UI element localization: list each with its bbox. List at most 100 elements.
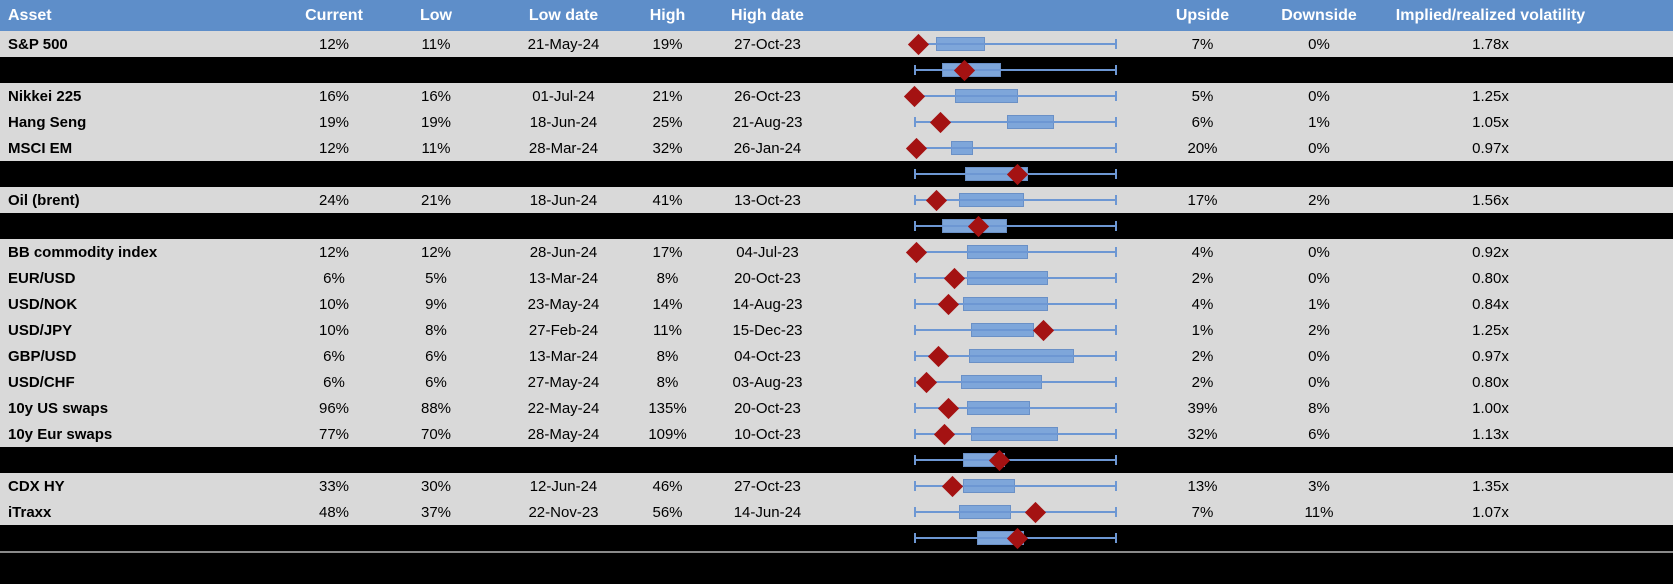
whisker-cap-right — [1115, 507, 1117, 517]
cell-low-date: 28-Jun-24 — [529, 243, 598, 261]
range-boxplot — [914, 369, 1117, 395]
whisker-cap-left — [914, 507, 916, 517]
cell-downside: 3% — [1308, 477, 1330, 495]
range-boxplot — [914, 317, 1117, 343]
cell-current: 77% — [318, 425, 350, 443]
whisker-cap-left — [914, 195, 916, 205]
cell-high: 56% — [652, 503, 683, 521]
cell-low-date: 18-Jun-24 — [529, 113, 598, 131]
table-row: Hang Seng 19% 19% 18-Jun-24 25% 21-Aug-23 6% 1%… — [0, 109, 1673, 135]
asset-name: Nikkei 225 — [8, 87, 82, 105]
current-marker-diamond — [927, 345, 949, 367]
cell-upside: 2% — [1191, 269, 1214, 287]
separator-row — [0, 525, 1673, 551]
whisker-cap-right — [1115, 221, 1117, 231]
col-header-current: Current — [305, 6, 363, 24]
col-header-low-date: Low date — [528, 6, 599, 24]
table-row: Oil (brent) 24% 21% 18-Jun-24 41% 13-Oct-23 17… — [0, 187, 1673, 213]
whisker-cap-right — [1115, 299, 1117, 309]
cell-upside: 2% — [1191, 347, 1214, 365]
current-marker-diamond — [905, 241, 927, 263]
col-header-high-date: High date — [731, 6, 804, 24]
cell-low-date: 01-Jul-24 — [532, 87, 595, 105]
boxplot-cell — [840, 395, 1135, 421]
current-marker-diamond — [1033, 319, 1055, 341]
current-marker-diamond — [929, 111, 951, 133]
cell-implied-realized: 1.07x — [1472, 503, 1509, 521]
asset-name: GBP/USD — [8, 347, 77, 365]
whisker-cap-right — [1115, 273, 1117, 283]
cell-current: 10% — [318, 295, 350, 313]
cell-low: 70% — [420, 425, 452, 443]
cell-downside: 11% — [1304, 503, 1334, 521]
asset-name: EUR/USD — [8, 269, 76, 287]
cell-current: 24% — [318, 191, 350, 209]
range-boxplot — [914, 291, 1117, 317]
whisker-line — [914, 95, 1117, 97]
range-boxplot — [914, 265, 1117, 291]
cell-high-date: 13-Oct-23 — [734, 191, 801, 209]
current-marker-diamond — [1025, 501, 1047, 523]
cell-high-date: 14-Jun-24 — [733, 503, 802, 521]
range-boxplot — [905, 135, 1117, 161]
cell-downside: 8% — [1308, 399, 1330, 417]
cell-low: 21% — [420, 191, 452, 209]
whisker-line — [914, 329, 1117, 331]
table-row: Nikkei 225 16% 16% 01-Jul-24 21% 26-Oct-23 5% 0… — [0, 83, 1673, 109]
table-row: USD/JPY 10% 8% 27-Feb-24 11% 15-Dec-23 1% 2% 1.2… — [0, 317, 1673, 343]
boxplot-cell — [840, 291, 1135, 317]
cell-downside: 0% — [1308, 347, 1330, 365]
whisker-cap-right — [1115, 169, 1117, 179]
table-row: 10y US swaps 96% 88% 22-May-24 135% 20-Oct-23… — [0, 395, 1673, 421]
cell-implied-realized: 0.97x — [1472, 347, 1509, 365]
range-boxplot — [914, 161, 1117, 187]
table-header-row: Asset Current Low Low date High High dat… — [0, 0, 1673, 31]
cell-current: 12% — [318, 139, 350, 157]
range-boxplot — [914, 213, 1117, 239]
asset-name: 10y US swaps — [8, 399, 109, 417]
cell-upside: 6% — [1191, 113, 1214, 131]
cell-high-date: 04-Oct-23 — [734, 347, 801, 365]
cell-high: 8% — [656, 373, 679, 391]
whisker-line — [914, 199, 1117, 201]
whisker-cap-left — [914, 533, 916, 543]
cell-high-date: 20-Oct-23 — [734, 269, 801, 287]
cell-low: 16% — [420, 87, 452, 105]
current-marker-diamond — [943, 267, 966, 289]
range-boxplot — [914, 473, 1117, 499]
cell-implied-realized: 0.84x — [1472, 295, 1509, 313]
range-boxplot — [914, 343, 1117, 369]
cell-high: 8% — [656, 269, 679, 287]
whisker-cap-right — [1115, 351, 1117, 361]
cell-low: 11% — [421, 35, 451, 53]
whisker-cap-left — [914, 221, 916, 231]
whisker-line — [914, 433, 1117, 435]
table-row: iTraxx 48% 37% 22-Nov-23 56% 14-Jun-24 7% 11% 1.… — [0, 499, 1673, 525]
whisker-cap-left — [914, 351, 916, 361]
cell-implied-realized: 1.05x — [1472, 113, 1509, 131]
cell-high-date: 04-Jul-23 — [736, 243, 799, 261]
cell-current: 12% — [318, 243, 350, 261]
whisker-line — [914, 355, 1117, 357]
cell-high: 41% — [652, 191, 683, 209]
asset-name: USD/NOK — [8, 295, 78, 313]
cell-implied-realized: 1.25x — [1472, 321, 1509, 339]
table-row: CDX HY 33% 30% 12-Jun-24 46% 27-Oct-23 13% 3% 1.… — [0, 473, 1673, 499]
whisker-cap-right — [1115, 429, 1117, 439]
cell-downside: 2% — [1308, 191, 1330, 209]
cell-downside: 0% — [1308, 35, 1330, 53]
current-marker-diamond — [925, 189, 947, 211]
whisker-cap-right — [1115, 247, 1117, 257]
current-marker-diamond — [941, 475, 964, 497]
cell-upside: 20% — [1187, 139, 1218, 157]
whisker-cap-left — [914, 377, 916, 387]
cell-current: 16% — [318, 87, 350, 105]
cell-low: 6% — [425, 373, 447, 391]
cell-upside: 7% — [1191, 503, 1214, 521]
boxplot-cell — [840, 317, 1135, 343]
whisker-line — [914, 381, 1117, 383]
cell-low-date: 21-May-24 — [527, 35, 600, 53]
whisker-cap-left — [914, 481, 916, 491]
col-header-upside: Upside — [1175, 6, 1230, 24]
cell-current: 6% — [323, 347, 345, 365]
